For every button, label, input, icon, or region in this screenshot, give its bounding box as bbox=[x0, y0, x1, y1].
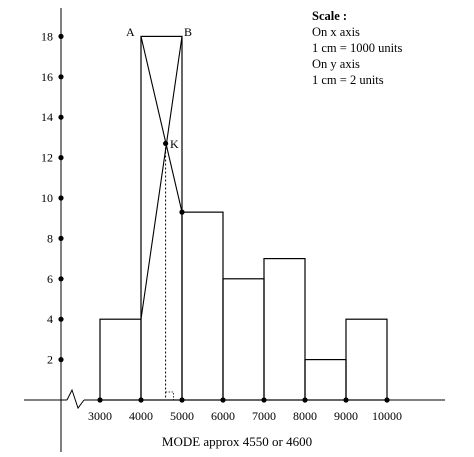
bar-corner-dot bbox=[179, 209, 185, 215]
y-tick-dot bbox=[58, 276, 64, 282]
chart-caption: MODE approx 4550 or 4600 bbox=[161, 434, 313, 449]
histogram-bar bbox=[263, 258, 306, 401]
x-tick-dot bbox=[97, 397, 103, 403]
y-tick-dot bbox=[58, 74, 64, 80]
construction-line-a bbox=[140, 36, 183, 213]
construction-line-b bbox=[140, 36, 183, 320]
x-tick-dot bbox=[343, 397, 349, 403]
histogram-bar bbox=[181, 211, 224, 401]
mode-construction-lines bbox=[140, 36, 185, 400]
y-tick-label: 12 bbox=[41, 151, 53, 165]
point-label-b: B bbox=[184, 25, 192, 39]
x-tick-label: 5000 bbox=[170, 409, 194, 423]
y-tick-dot bbox=[58, 33, 64, 40]
histogram-bar bbox=[222, 278, 265, 401]
y-tick-label: 2 bbox=[47, 353, 53, 367]
y-tick-label: 8 bbox=[47, 231, 53, 245]
point-label-a: A bbox=[126, 25, 135, 39]
y-tick-dot bbox=[58, 114, 64, 120]
x-tick-label: 9000 bbox=[334, 409, 358, 423]
x-tick-label: 3000 bbox=[88, 409, 112, 423]
x-tick-label: 4000 bbox=[129, 409, 153, 423]
scale-line: On x axis bbox=[312, 25, 360, 39]
x-tick-dot bbox=[138, 397, 144, 403]
y-tick-dot bbox=[58, 235, 64, 241]
x-axis-break bbox=[66, 388, 85, 410]
x-tick-dot bbox=[384, 397, 390, 403]
x-tick-label: 6000 bbox=[211, 409, 235, 423]
y-tick-label: 4 bbox=[47, 312, 53, 326]
x-axis-ticks: 3000 4000 5000 6000 7000 8000 9000 10000 bbox=[88, 397, 402, 423]
scale-line: 1 cm = 1000 units bbox=[312, 41, 403, 55]
scale-line: 1 cm = 2 units bbox=[312, 73, 384, 87]
histogram-bar bbox=[304, 359, 347, 401]
y-tick-label: 14 bbox=[41, 110, 53, 124]
histogram-bar bbox=[140, 35, 183, 401]
y-tick-label: 18 bbox=[41, 29, 53, 43]
scale-note: Scale : On x axis 1 cm = 1000 units On y… bbox=[312, 8, 402, 88]
x-tick-label: 10000 bbox=[372, 409, 402, 423]
x-tick-dot bbox=[179, 397, 185, 403]
x-tick-dot bbox=[261, 397, 267, 403]
histogram-bar bbox=[99, 318, 142, 401]
y-tick-dot bbox=[58, 195, 64, 201]
x-tick-dot bbox=[302, 397, 308, 403]
y-tick-label: 6 bbox=[47, 272, 53, 286]
point-label-k: K bbox=[170, 137, 179, 151]
right-angle-marker bbox=[165, 391, 175, 400]
y-tick-dot bbox=[58, 316, 64, 322]
y-tick-dot bbox=[58, 357, 64, 363]
y-tick-label: 16 bbox=[41, 70, 53, 84]
scale-line: On y axis bbox=[312, 57, 360, 71]
histogram-bar bbox=[345, 318, 388, 401]
point-k-dot bbox=[163, 140, 169, 147]
x-tick-dot bbox=[220, 397, 226, 403]
x-tick-label: 8000 bbox=[293, 409, 317, 423]
y-tick-dot bbox=[58, 155, 64, 161]
y-tick-label: 10 bbox=[41, 191, 53, 205]
scale-title: Scale : bbox=[312, 9, 348, 23]
histogram-bars bbox=[99, 35, 388, 401]
y-axis-ticks: 2 4 6 8 10 12 14 16 18 bbox=[41, 29, 64, 367]
point-labels: A B K bbox=[126, 25, 192, 151]
x-tick-label: 7000 bbox=[252, 409, 276, 423]
